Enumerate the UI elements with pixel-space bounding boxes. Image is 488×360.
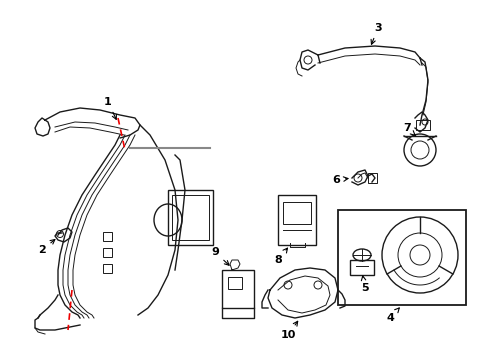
Text: 5: 5 [361, 276, 368, 293]
Text: 3: 3 [370, 23, 381, 44]
Text: 10: 10 [280, 321, 297, 340]
Bar [103, 248, 112, 257]
Text: 4: 4 [385, 308, 399, 323]
Bar [222, 270, 253, 308]
Bar [168, 190, 213, 245]
Bar [103, 232, 112, 241]
Text: 8: 8 [274, 248, 287, 265]
Bar [415, 120, 429, 130]
Bar [349, 260, 373, 275]
Text: 7: 7 [402, 123, 415, 136]
Bar [172, 195, 208, 240]
Bar [283, 202, 310, 224]
Text: 6: 6 [331, 175, 347, 185]
Bar [367, 173, 376, 183]
Bar [103, 264, 112, 273]
Bar [278, 195, 315, 245]
Bar [227, 277, 242, 289]
Bar [337, 210, 465, 305]
Text: 1: 1 [104, 97, 116, 120]
Text: 2: 2 [38, 239, 55, 255]
Text: 9: 9 [211, 247, 228, 265]
